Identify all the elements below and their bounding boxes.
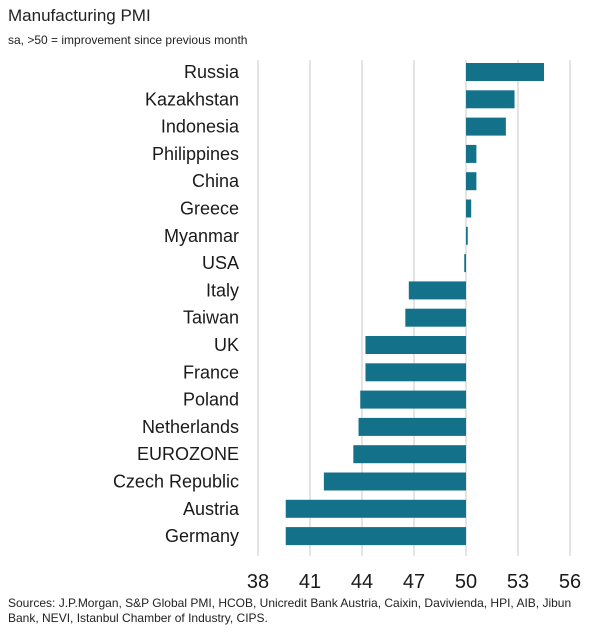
x-tick-label-47: 47 — [403, 571, 425, 593]
bar-taiwan — [405, 308, 466, 327]
category-label-china: China — [192, 171, 240, 191]
bar-germany — [285, 527, 466, 546]
bar-france — [365, 363, 466, 382]
chart-title: Manufacturing PMI — [8, 6, 151, 25]
category-label-france: France — [183, 362, 239, 382]
category-label-austria: Austria — [183, 499, 240, 519]
category-label-kazakhstan: Kazakhstan — [145, 89, 239, 109]
x-tick-label-44: 44 — [351, 571, 373, 593]
category-label-poland: Poland — [183, 390, 239, 410]
category-label-uk: UK — [214, 335, 239, 355]
bar-russia — [466, 63, 544, 81]
bar-indonesia — [466, 117, 506, 136]
category-label-italy: Italy — [206, 280, 239, 300]
bar-kazakhstan — [466, 90, 515, 109]
category-label-indonesia: Indonesia — [161, 117, 240, 137]
chart-subtitle: sa, >50 = improvement since previous mon… — [8, 33, 248, 47]
x-tick-label-41: 41 — [299, 571, 321, 593]
category-label-greece: Greece — [180, 199, 239, 219]
bar-usa — [464, 254, 466, 273]
category-label-usa: USA — [202, 253, 239, 273]
bar-netherlands — [358, 417, 466, 436]
x-tick-label-56: 56 — [559, 571, 581, 593]
category-label-czech-republic: Czech Republic — [113, 472, 239, 492]
bar-eurozone — [353, 445, 466, 464]
bar-uk — [365, 336, 466, 354]
bar-italy — [408, 281, 466, 300]
category-label-taiwan: Taiwan — [183, 308, 239, 328]
x-tick-label-53: 53 — [507, 571, 529, 593]
bar-poland — [360, 390, 466, 409]
x-tick-label-38: 38 — [247, 571, 269, 593]
x-tick-label-50: 50 — [455, 571, 477, 593]
bar-myanmar — [466, 226, 468, 245]
category-label-germany: Germany — [165, 526, 239, 546]
category-label-eurozone: EUROZONE — [137, 444, 239, 464]
bar-philippines — [466, 144, 477, 163]
bar-china — [466, 172, 477, 191]
category-label-philippines: Philippines — [152, 144, 239, 164]
bar-austria — [285, 499, 466, 518]
category-label-netherlands: Netherlands — [142, 417, 239, 437]
bar-czech-republic — [323, 472, 466, 491]
category-label-myanmar: Myanmar — [164, 226, 239, 246]
bar-greece — [466, 199, 472, 218]
chart-sources: Sources: J.P.Morgan, S&P Global PMI, HCO… — [8, 596, 572, 625]
category-label-russia: Russia — [184, 62, 240, 82]
